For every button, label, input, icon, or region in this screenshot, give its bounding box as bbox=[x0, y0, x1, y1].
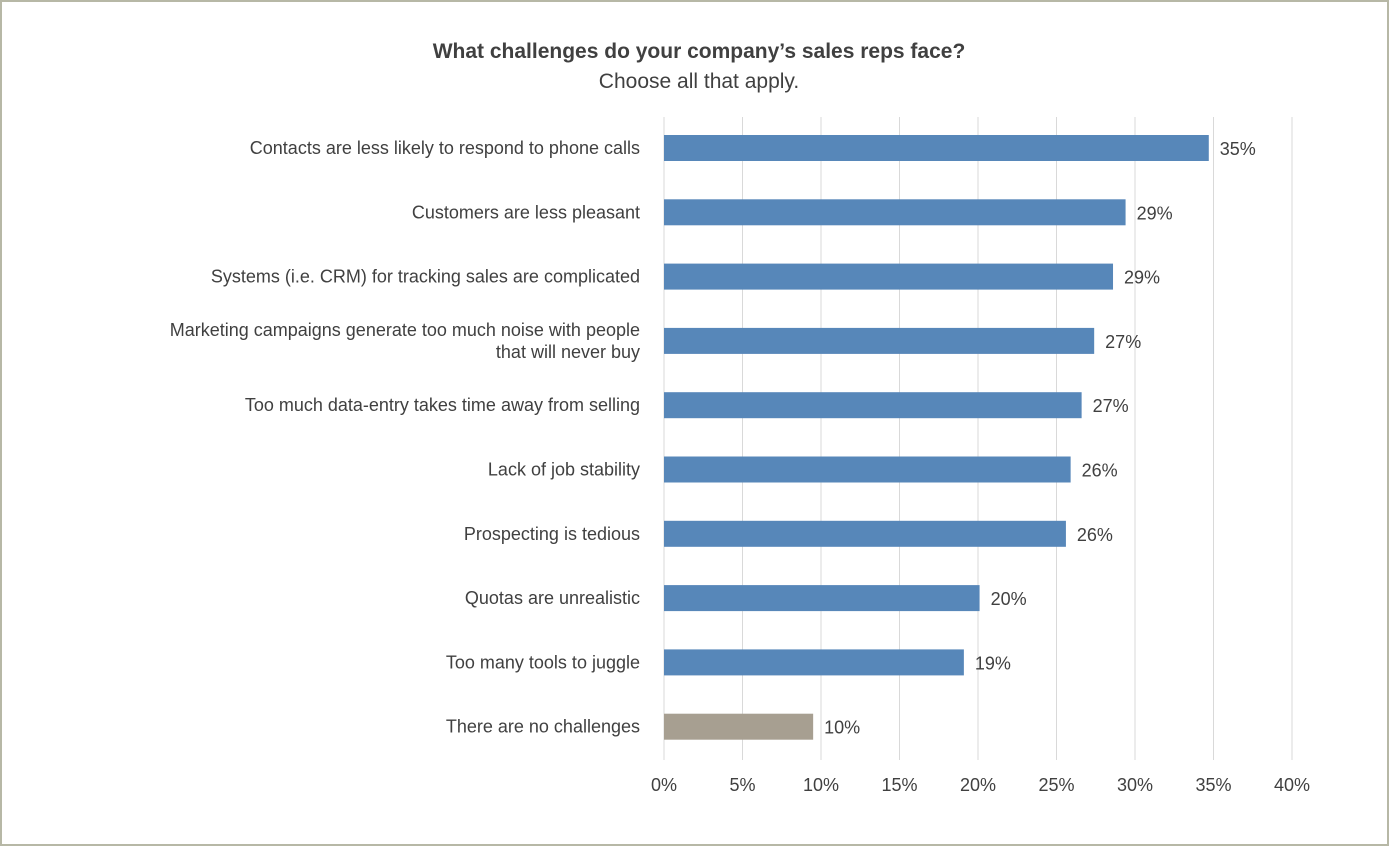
x-tick-label: 35% bbox=[1195, 775, 1231, 795]
category-label: Prospecting is tedious bbox=[464, 524, 640, 544]
x-tick-label: 25% bbox=[1038, 775, 1074, 795]
category-label: Systems (i.e. CRM) for tracking sales ar… bbox=[211, 267, 640, 287]
category-labels: Contacts are less likely to respond to p… bbox=[170, 138, 640, 737]
x-tick-label: 10% bbox=[803, 775, 839, 795]
x-tick-label: 5% bbox=[729, 775, 755, 795]
value-label: 26% bbox=[1077, 525, 1113, 545]
bar bbox=[664, 456, 1071, 483]
value-label: 29% bbox=[1124, 268, 1160, 288]
bar bbox=[664, 327, 1095, 354]
bar bbox=[664, 263, 1114, 290]
x-tick-label: 40% bbox=[1274, 775, 1310, 795]
category-label: Too many tools to juggle bbox=[446, 652, 640, 672]
bar bbox=[664, 392, 1082, 419]
chart-title: What challenges do your company’s sales … bbox=[432, 40, 966, 63]
bar bbox=[664, 135, 1209, 161]
bar bbox=[664, 199, 1126, 226]
x-tick-label: 20% bbox=[960, 775, 996, 795]
bar bbox=[664, 713, 814, 740]
value-labels: 35% 29% 29% 27% 27% 26% 26% 20% 19% 10% bbox=[824, 139, 1256, 738]
category-label: Too much data-entry takes time away from… bbox=[245, 395, 640, 415]
value-label: 26% bbox=[1082, 461, 1118, 481]
value-label: 27% bbox=[1105, 332, 1141, 352]
x-tick-label: 15% bbox=[881, 775, 917, 795]
value-label: 20% bbox=[991, 589, 1027, 609]
category-label: Customers are less pleasant bbox=[412, 202, 640, 222]
category-label: Marketing campaigns generate too much no… bbox=[170, 320, 640, 340]
category-label: Quotas are unrealistic bbox=[465, 588, 640, 608]
category-label: Contacts are less likely to respond to p… bbox=[250, 138, 640, 158]
category-label: that will never buy bbox=[496, 342, 640, 362]
category-label: Lack of job stability bbox=[488, 460, 640, 480]
bar bbox=[664, 585, 980, 612]
bar bbox=[664, 649, 964, 676]
value-label: 19% bbox=[975, 653, 1011, 673]
chart-subtitle: Choose all that apply. bbox=[598, 70, 800, 93]
bars bbox=[664, 135, 1209, 740]
x-tick-label: 30% bbox=[1117, 775, 1153, 795]
bar bbox=[664, 520, 1066, 547]
x-axis-ticks: 0% 5% 10% 15% 20% 25% 30% 35% 40% bbox=[651, 775, 1310, 795]
x-tick-label: 0% bbox=[651, 775, 677, 795]
value-label: 10% bbox=[824, 718, 860, 738]
category-label: There are no challenges bbox=[446, 717, 640, 737]
value-label: 27% bbox=[1093, 396, 1129, 416]
value-label: 29% bbox=[1137, 203, 1173, 223]
value-label: 35% bbox=[1220, 139, 1256, 159]
